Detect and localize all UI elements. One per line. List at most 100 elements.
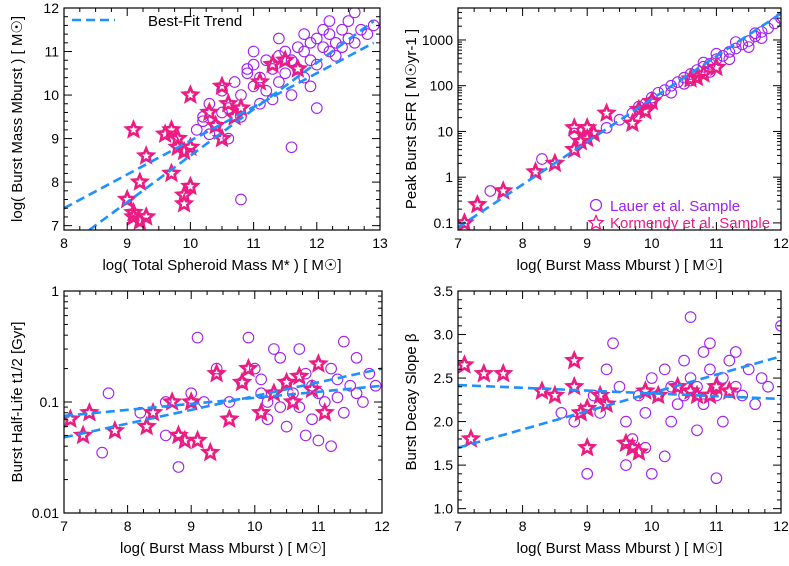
lauer-point — [678, 71, 690, 84]
lauer-point — [717, 415, 729, 428]
plot-area — [458, 311, 781, 485]
kormendy-point — [308, 353, 329, 373]
kormendy-point — [173, 140, 195, 161]
y-tick-label: 12 — [43, 0, 59, 16]
lauer-point — [273, 32, 285, 45]
lauer-point — [190, 124, 203, 136]
y-tick-label: 100 — [430, 78, 454, 94]
x-tick-label: 13 — [372, 235, 388, 251]
y-tick-label: 3.0 — [434, 327, 454, 343]
x-tick-label: 10 — [183, 235, 199, 251]
lauer-point — [691, 424, 703, 437]
x-tick-label: 9 — [123, 235, 131, 251]
lauer-point — [348, 36, 361, 49]
lauer-point — [228, 76, 241, 88]
lauer-point — [273, 76, 285, 88]
kormendy-point — [276, 371, 297, 392]
lauer-point — [600, 121, 613, 134]
kormendy-point — [250, 401, 272, 422]
kormendy-point — [187, 429, 208, 450]
lauer-point — [280, 420, 293, 433]
lauer-point — [331, 391, 344, 404]
kormendy-point — [180, 175, 201, 196]
lauer-point — [568, 415, 581, 428]
lauer-point — [704, 363, 716, 376]
lauer-point — [293, 343, 306, 355]
kormendy-point — [238, 357, 259, 378]
lauer-point — [710, 53, 723, 66]
lauer-point — [342, 32, 355, 45]
lauer-point — [665, 79, 678, 92]
lauer-point — [260, 84, 273, 97]
lauer-point — [291, 41, 304, 54]
kormendy-point — [525, 161, 546, 181]
kormendy-point — [199, 101, 220, 122]
y-axis-label: log( Burst Mass Mburst ) [ M☉] — [9, 16, 26, 222]
lauer-point — [331, 373, 344, 386]
x-tick-label: 8 — [519, 235, 527, 251]
lauer-point — [658, 84, 671, 96]
trend-line — [88, 20, 375, 230]
lauer-point — [645, 372, 658, 384]
x-tick-label: 11 — [246, 235, 261, 251]
kormendy-point — [492, 362, 514, 383]
y-tick-label: 1.0 — [434, 501, 454, 517]
lauer-point — [350, 351, 363, 364]
lauer-point — [279, 67, 292, 80]
lauer-point — [325, 362, 337, 375]
lauer-point — [775, 319, 781, 332]
kormendy-point — [641, 90, 663, 111]
x-axis-label: log( Burst Mass Mburst ) [ M☉] — [517, 540, 723, 557]
lauer-point — [197, 115, 209, 128]
kormendy-point — [596, 393, 617, 413]
panel-sfr-vs-burst-mass: 7 8 9 10 11 12 0.1 1 10 100 1000 log( Burst Mass Mb… — [403, 7, 789, 274]
kormendy-point — [262, 53, 283, 74]
kormendy-point — [123, 119, 144, 139]
trend-line — [64, 384, 382, 418]
y-axis-label: Burst Half-Life t1/2 [Gyr] — [9, 322, 26, 483]
trend-line — [64, 367, 382, 439]
lauer-point — [336, 23, 348, 36]
y-tick-label: 1000 — [422, 32, 453, 48]
kormendy-point — [219, 408, 240, 428]
kormendy-point — [79, 401, 100, 422]
panel-half-life-vs-burst-mass: 7 8 9 10 11 12 0.01 0.1 1 log( Burst Mass Mburst … — [9, 283, 390, 557]
x-tick-label: 7 — [454, 518, 462, 534]
kormendy-point — [467, 193, 488, 214]
kormendy-point — [136, 415, 157, 436]
lauer-point — [242, 331, 255, 344]
kormendy-point — [129, 171, 151, 191]
lauer-point — [729, 346, 742, 358]
y-tick-label: 0.1 — [40, 394, 60, 410]
lauer-point — [697, 398, 710, 411]
kormendy-point — [563, 349, 585, 370]
lauer-point — [729, 42, 742, 55]
x-tick-label: 11 — [311, 518, 326, 534]
x-tick-label: 10 — [644, 518, 660, 534]
lauer-point — [613, 113, 626, 126]
y-axis-label: Burst Decay Slope β — [403, 333, 420, 470]
lauer-point — [697, 346, 710, 358]
kormendy-point — [563, 116, 585, 137]
kormendy-point — [289, 365, 310, 386]
y-tick-label: 1 — [445, 169, 453, 185]
kormendy-point — [142, 401, 164, 422]
y-axis-label: Peak Burst SFR [ M☉yr-1 ] — [403, 29, 420, 209]
lauer-point — [337, 406, 350, 419]
kormendy-point — [249, 71, 271, 91]
legend-samples: Lauer et al. Sample Kormendy et al. Samp… — [587, 198, 770, 232]
lauer-point — [323, 15, 336, 27]
kormendy-point — [473, 362, 495, 383]
lauer-point — [736, 389, 749, 402]
lauer-point — [658, 450, 671, 463]
lauer-point — [172, 461, 185, 473]
kormendy-point — [161, 391, 183, 411]
y-tick-label: 8 — [51, 174, 59, 190]
lauer-point — [329, 36, 342, 49]
legend-kormendy-marker — [587, 213, 605, 231]
lauer-point — [581, 467, 594, 480]
kormendy-point — [544, 384, 566, 405]
kormendy-point — [211, 75, 233, 96]
lauer-point — [323, 45, 336, 58]
lauer-point — [336, 41, 348, 54]
